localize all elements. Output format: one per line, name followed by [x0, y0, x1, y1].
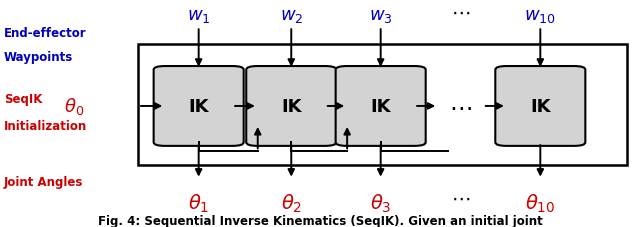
Text: $\cdots$: $\cdots$: [451, 2, 470, 21]
Text: IK: IK: [530, 98, 550, 116]
Text: Initialization: Initialization: [4, 119, 87, 132]
FancyBboxPatch shape: [495, 67, 586, 146]
Text: $\theta_{2}$: $\theta_{2}$: [281, 192, 302, 214]
Text: $w_{3}$: $w_{3}$: [369, 7, 392, 25]
Text: $\cdots$: $\cdots$: [451, 188, 470, 207]
Text: $\theta_{3}$: $\theta_{3}$: [370, 192, 392, 214]
FancyBboxPatch shape: [246, 67, 336, 146]
FancyBboxPatch shape: [335, 67, 426, 146]
Text: $\cdots$: $\cdots$: [449, 94, 472, 118]
Text: $w_{2}$: $w_{2}$: [280, 7, 303, 25]
Text: $\theta_{1}$: $\theta_{1}$: [188, 192, 209, 214]
Text: Fig. 4: Sequential Inverse Kinematics (SeqIK). Given an initial joint: Fig. 4: Sequential Inverse Kinematics (S…: [98, 214, 542, 227]
Text: $\theta_{10}$: $\theta_{10}$: [525, 192, 556, 214]
Text: $w_{1}$: $w_{1}$: [187, 7, 211, 25]
Text: SeqIK: SeqIK: [4, 93, 42, 106]
Text: Joint Angles: Joint Angles: [4, 175, 83, 188]
Text: IK: IK: [281, 98, 301, 116]
Text: $w_{10}$: $w_{10}$: [524, 7, 556, 25]
Text: $\theta_0$: $\theta_0$: [64, 96, 84, 117]
Text: End-effector: End-effector: [4, 27, 86, 40]
Text: IK: IK: [371, 98, 391, 116]
Text: IK: IK: [188, 98, 209, 116]
FancyBboxPatch shape: [154, 67, 244, 146]
Text: Waypoints: Waypoints: [4, 51, 73, 64]
